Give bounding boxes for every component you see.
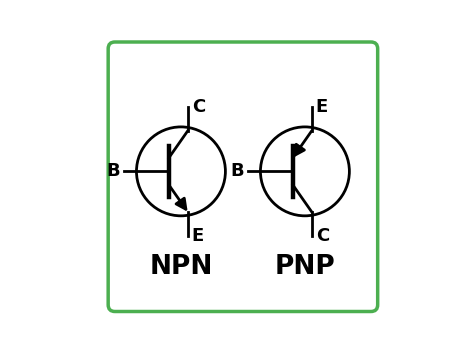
- FancyBboxPatch shape: [108, 42, 378, 312]
- Text: NPN: NPN: [149, 254, 213, 280]
- Text: C: C: [316, 227, 329, 245]
- Text: E: E: [316, 98, 328, 116]
- Text: C: C: [191, 98, 205, 116]
- Text: E: E: [191, 227, 204, 245]
- Text: B: B: [107, 162, 120, 180]
- Text: B: B: [231, 162, 244, 180]
- Text: PNP: PNP: [274, 254, 335, 280]
